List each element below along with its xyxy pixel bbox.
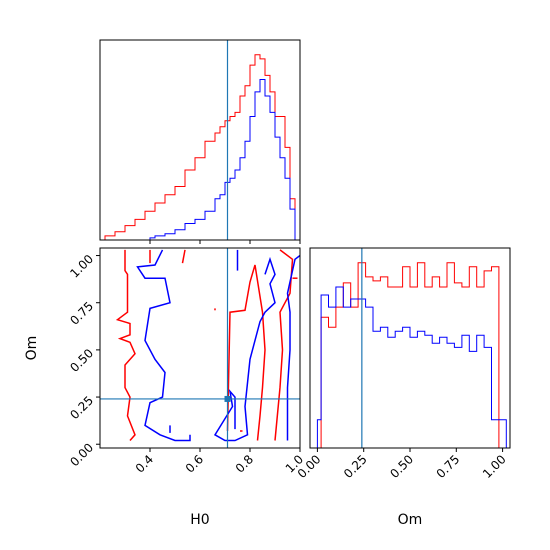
contour-blue-0	[136, 249, 191, 442]
truth-marker	[224, 395, 231, 402]
h0-histogram-ticks	[149, 240, 301, 244]
om-histogram-marks	[313, 248, 507, 449]
contour-blue-4	[286, 254, 301, 441]
x-tick-label: 0.50	[387, 452, 416, 481]
joint-contour-frame	[99, 247, 301, 449]
h0-histogram-marks	[100, 40, 300, 241]
contour-red-0	[115, 249, 136, 441]
x-axis-label-om: Om	[398, 512, 423, 528]
h0-histogram-panel	[99, 39, 301, 244]
joint-contour-panel: 0.4 0.6 0.8 1.0 0.000.250.500.751.00 H0 Om	[24, 247, 306, 528]
x-tick-label: 0.8	[233, 452, 256, 475]
contour-red-4	[226, 264, 266, 441]
x-tick-label: 1.00	[480, 452, 509, 481]
x-axis-label-h0: H0	[190, 512, 209, 528]
om-histogram-panel: 0.00 0.25 0.50 0.75 1.00 Om	[295, 247, 511, 528]
joint-y-ticks: 0.00 0.25 0.50 0.75 1.00	[67, 252, 100, 469]
histogram-series-red	[100, 54, 300, 241]
y-axis-label-om: Om	[24, 336, 40, 361]
x-tick-label: 0.6	[183, 452, 206, 475]
y-tick-label: 0.50	[67, 346, 96, 375]
x-tick-label: 0.4	[133, 452, 156, 475]
histogram-series-red	[313, 262, 507, 449]
joint-contour-marks	[100, 248, 301, 448]
contour-red-6	[274, 249, 294, 441]
histogram-series-blue	[100, 79, 300, 241]
y-tick-label: 0.75	[67, 299, 96, 328]
joint-x-ticks: 0.4 0.6 0.8 1.0	[133, 448, 306, 476]
h0-histogram-frame	[99, 39, 301, 241]
y-tick-label: 0.25	[67, 393, 96, 422]
y-tick-label: 1.00	[67, 252, 96, 281]
y-tick-label: 0.00	[67, 440, 96, 469]
contour-red-2	[181, 249, 186, 264]
histogram-series-blue	[313, 286, 507, 449]
contour-blue-3	[213, 256, 276, 442]
x-tick-label: 0.25	[341, 452, 370, 481]
om-x-ticks: 0.00 0.25 0.50 0.75 1.00	[295, 448, 509, 481]
x-tick-label: 0.75	[434, 452, 463, 481]
